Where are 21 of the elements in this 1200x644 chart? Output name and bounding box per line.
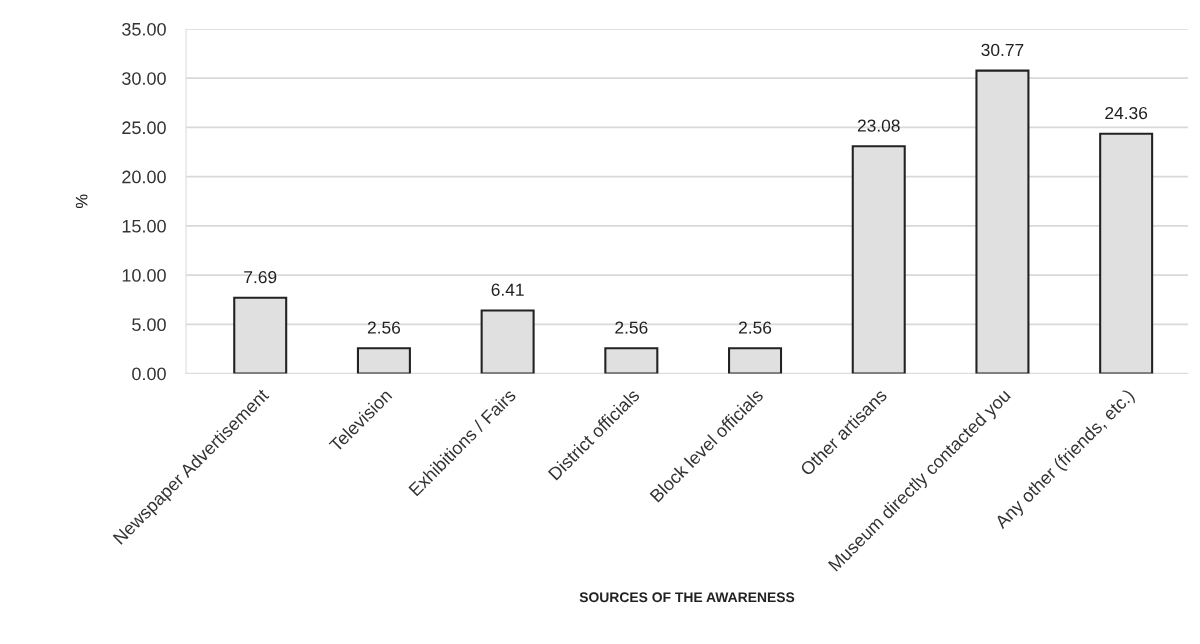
data-label: 30.77 — [981, 43, 1024, 57]
data-label: 23.08 — [857, 119, 900, 132]
y-tick-label: 20.00 — [122, 170, 166, 184]
y-tick-label: 0.00 — [132, 367, 166, 381]
y-axis-title: % — [75, 194, 88, 209]
y-tick-label: 5.00 — [132, 318, 166, 332]
y-tick-label: 15.00 — [122, 219, 166, 233]
bar — [728, 347, 783, 374]
x-axis-title: SOURCES OF THE AWARENESS — [579, 592, 795, 603]
data-label: 2.56 — [739, 321, 772, 334]
data-label: 7.69 — [244, 270, 277, 284]
y-tick-label: 35.00 — [122, 22, 166, 36]
data-label: 6.41 — [491, 283, 524, 296]
data-label: 2.56 — [615, 321, 648, 334]
bar — [604, 347, 659, 374]
bar — [356, 347, 411, 374]
y-tick-label: 10.00 — [122, 269, 166, 282]
y-tick-label: 30.00 — [122, 72, 166, 85]
data-label: 2.56 — [367, 321, 401, 334]
data-label: 24.36 — [1105, 106, 1148, 120]
y-tick-label: 25.00 — [122, 121, 166, 135]
